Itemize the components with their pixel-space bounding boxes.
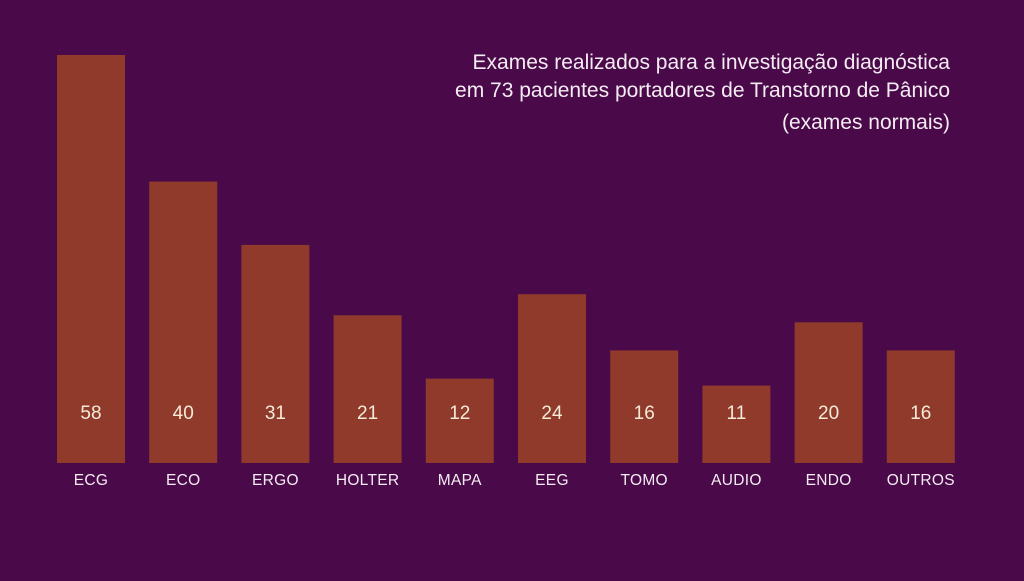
category-label-endo: ENDO — [806, 472, 852, 489]
data-label-mapa: 12 — [449, 403, 470, 424]
category-labels: ECG ECO ERGO HOLTER MAPA EEG TOMO AUDIO ENDO OUTR… — [74, 472, 955, 489]
bar-holter — [333, 315, 402, 463]
data-label-ergo: 31 — [265, 403, 286, 424]
bar-endo — [794, 322, 863, 463]
category-label-eeg: EEG — [535, 472, 569, 489]
bar-outros — [886, 350, 955, 463]
category-label-ecg: ECG — [74, 472, 109, 489]
chart-title-line-3: (exames normais) — [782, 111, 950, 134]
chart-title-line-1: Exames realizados para a investigação di… — [473, 51, 951, 74]
data-label-outros: 16 — [910, 403, 931, 424]
bar-ecg — [57, 55, 125, 463]
data-labels: 58 40 31 21 12 24 16 11 20 16 — [80, 403, 931, 424]
bar-ergo — [241, 244, 310, 463]
data-label-audio: 11 — [727, 403, 747, 424]
category-label-eco: ECO — [166, 472, 201, 489]
data-label-tomo: 16 — [634, 403, 655, 424]
bar-tomo — [610, 350, 679, 463]
bars — [57, 55, 955, 463]
category-label-audio: AUDIO — [711, 472, 762, 489]
category-label-tomo: TOMO — [620, 472, 667, 489]
chart-title-line-2: em 73 pacientes portadores de Transtorno… — [455, 79, 950, 102]
bar-mapa — [425, 378, 494, 463]
data-label-eeg: 24 — [541, 403, 563, 424]
data-label-holter: 21 — [357, 403, 378, 424]
category-label-mapa: MAPA — [438, 472, 482, 489]
chart-title: Exames realizados para a investigação di… — [455, 51, 950, 134]
category-label-holter: HOLTER — [336, 472, 400, 489]
category-label-ergo: ERGO — [252, 472, 299, 489]
category-label-outros: OUTROS — [887, 472, 955, 489]
bar-eeg — [518, 294, 586, 463]
data-label-ecg: 58 — [80, 403, 101, 424]
data-label-eco: 40 — [173, 403, 194, 424]
bar-eco — [149, 181, 218, 463]
bar-audio — [702, 385, 771, 463]
data-label-endo: 20 — [818, 403, 839, 424]
